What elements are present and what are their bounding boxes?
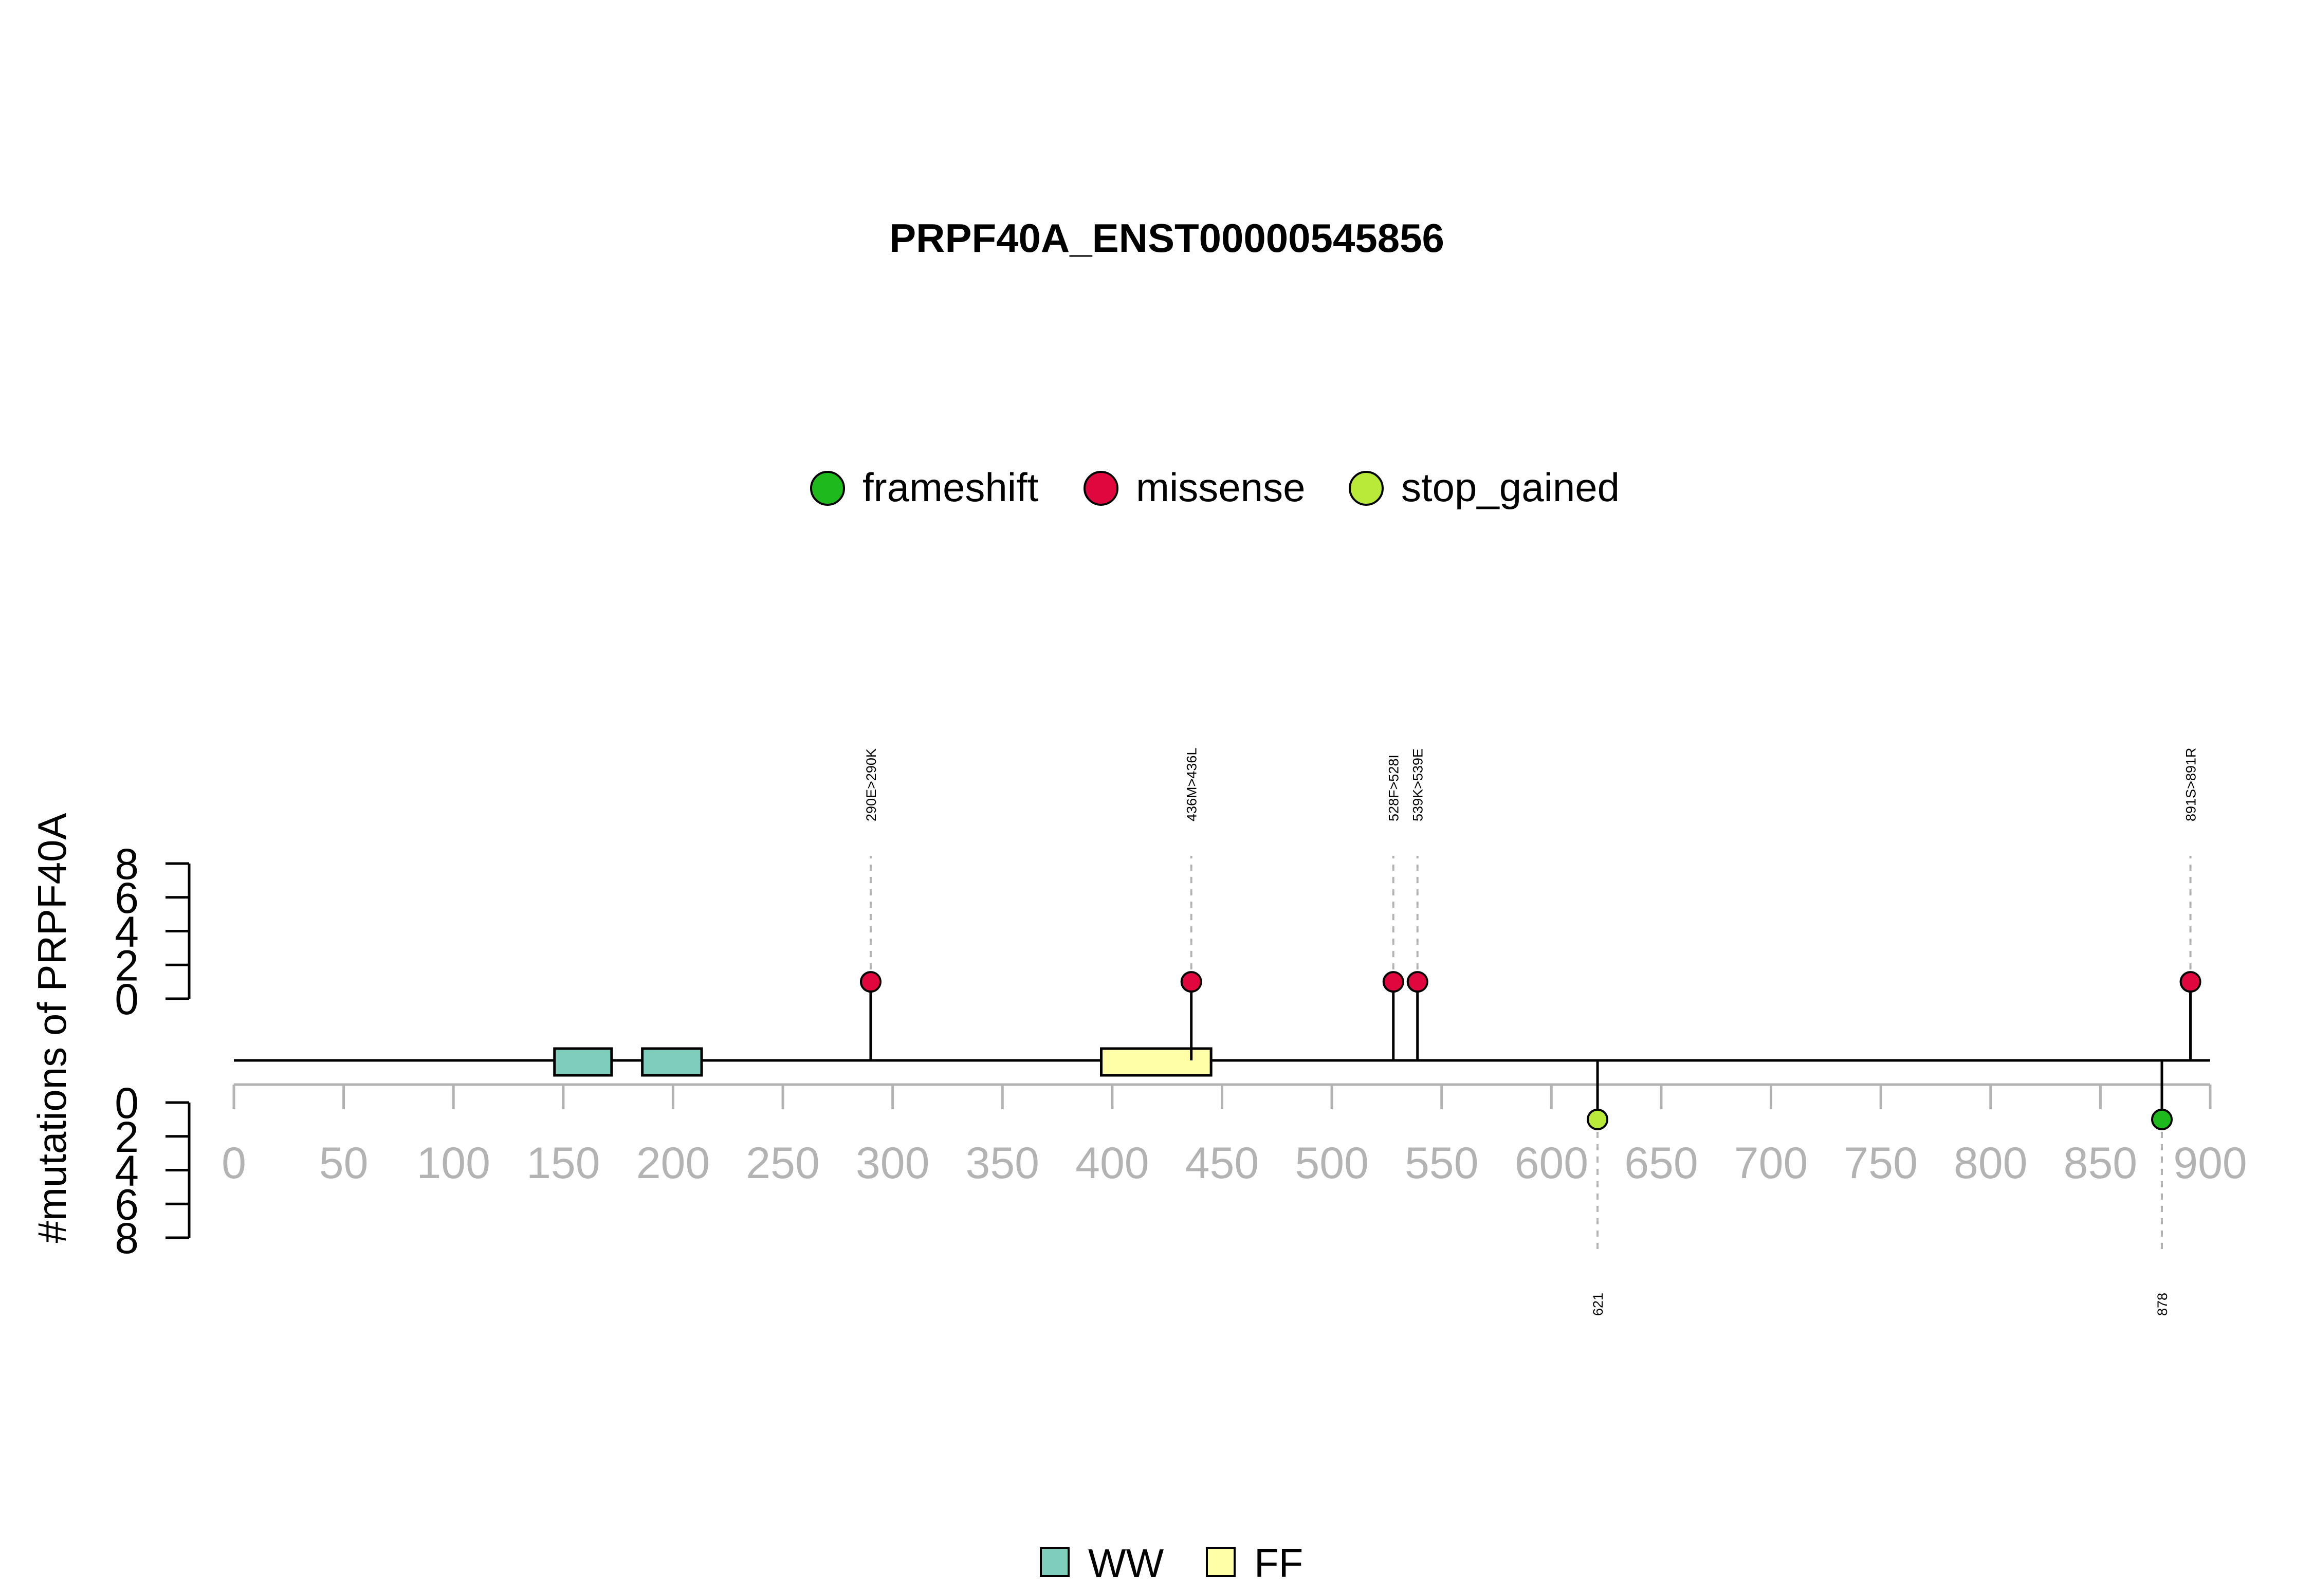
- y-upper-tick-label-6: 6: [115, 874, 139, 922]
- x-tick-label-300: 300: [856, 1139, 930, 1188]
- y-upper-tick-label-4: 4: [115, 908, 139, 956]
- chart-title: PRPF40A_ENST00000545856: [889, 215, 1444, 261]
- mutation-point-621: [1587, 1108, 1609, 1130]
- y-lower-tick-label-0: 0: [115, 1079, 139, 1127]
- x-tick-label-450: 450: [1185, 1139, 1259, 1188]
- x-tick-label-150: 150: [526, 1139, 600, 1188]
- x-tick-label-200: 200: [636, 1139, 710, 1188]
- legend-bottom: WW FF: [1040, 1540, 1303, 1586]
- x-tick-label-900: 900: [2173, 1139, 2247, 1188]
- y-lower-tick-label-6: 6: [115, 1180, 139, 1228]
- mutation-label-621: 621: [1590, 1293, 1606, 1316]
- legend-FF-swatch: [1206, 1547, 1236, 1577]
- x-tick-label-350: 350: [966, 1139, 1040, 1188]
- mutation-label-539: 539K>539E: [1410, 748, 1426, 821]
- legend-stop_gained-label: stop_gained: [1401, 465, 1620, 510]
- x-tick-label-850: 850: [2064, 1139, 2138, 1188]
- mutation-point-290: [859, 971, 882, 993]
- legend-WW-swatch: [1040, 1547, 1070, 1577]
- domain-WW-1: [553, 1047, 613, 1077]
- x-tick-label-0: 0: [222, 1139, 246, 1188]
- x-tick-label-550: 550: [1405, 1139, 1479, 1188]
- mutation-point-436: [1180, 971, 1202, 993]
- protein-domains: [234, 1047, 2210, 1077]
- mutation-point-891: [2179, 971, 2201, 993]
- y-upper-tick-label-2: 2: [115, 941, 139, 989]
- legend-stop_gained-marker: [1349, 471, 1384, 506]
- x-axis: 0 50 100 150 200 250 300 350 400 450 500 550 600 650 7…: [222, 1083, 2247, 1188]
- domain-WW-2: [641, 1047, 703, 1077]
- x-tick-label-50: 50: [319, 1139, 369, 1188]
- legend-frameshift-marker: [810, 471, 845, 506]
- y-axis-label: #mutations of PRPF40A: [29, 813, 75, 1243]
- x-tick-label-700: 700: [1734, 1139, 1808, 1188]
- x-tick-label-500: 500: [1295, 1139, 1369, 1188]
- mutation-label-878: 878: [2155, 1293, 2170, 1316]
- legend-FF-label: FF: [1254, 1540, 1303, 1586]
- y-lower-tick-label-2: 2: [115, 1113, 139, 1161]
- x-tick-label-650: 650: [1624, 1139, 1698, 1188]
- y-lower-tick-label-8: 8: [115, 1214, 139, 1262]
- x-tick-label-100: 100: [416, 1139, 490, 1188]
- mutation-lollipops: 290E>290K 436M>436L 528F>528I 539K>539E 891S…: [859, 748, 2201, 1316]
- y-upper-tick-label-8: 8: [115, 840, 139, 888]
- legend-top: frameshift missense stop_gained: [810, 465, 1620, 510]
- x-tick-label-750: 750: [1844, 1139, 1918, 1188]
- mutation-label-891: 891S>891R: [2183, 748, 2199, 821]
- x-tick-label-600: 600: [1515, 1139, 1589, 1188]
- mutation-point-539: [1406, 971, 1428, 993]
- mutation-point-878: [2151, 1108, 2173, 1130]
- x-tick-label-250: 250: [746, 1139, 820, 1188]
- y-upper-tick-label-0: 0: [115, 975, 139, 1023]
- mutation-label-436: 436M>436L: [1184, 748, 1200, 821]
- mutation-label-290: 290E>290K: [864, 748, 879, 821]
- legend-WW-label: WW: [1088, 1540, 1164, 1586]
- x-tick-label-400: 400: [1075, 1139, 1149, 1188]
- legend-frameshift-label: frameshift: [862, 465, 1039, 510]
- y-lower-tick-label-4: 4: [115, 1147, 139, 1195]
- legend-missense-label: missense: [1136, 465, 1305, 510]
- domain-FF-3: [1100, 1047, 1213, 1077]
- mutation-label-528: 528F>528I: [1386, 755, 1402, 821]
- x-tick-label-800: 800: [1954, 1139, 2028, 1188]
- mutation-point-528: [1382, 971, 1404, 993]
- legend-missense-marker: [1084, 471, 1118, 506]
